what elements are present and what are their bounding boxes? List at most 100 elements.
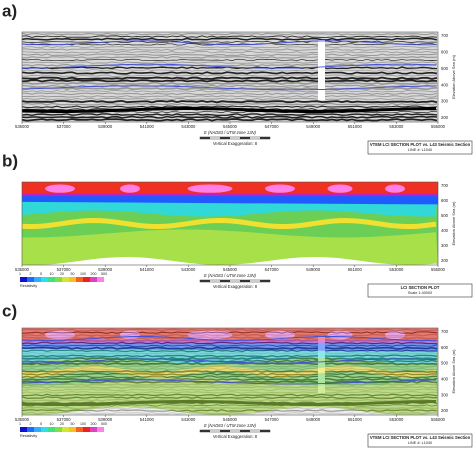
panel-label: b) (2, 151, 18, 170)
reflector (21, 396, 437, 400)
colorbar-cell (69, 427, 76, 432)
horizon-line (21, 379, 437, 385)
reflector (21, 346, 438, 350)
reflector (21, 349, 438, 353)
reflector (21, 411, 438, 415)
reflector (21, 333, 438, 337)
colorbar-cell (83, 427, 90, 432)
data-gap (318, 336, 325, 393)
colorbar-title: Resistivity (20, 284, 37, 288)
reflector (21, 105, 438, 109)
reflector (21, 48, 438, 51)
y-tick-label: 200 (441, 408, 449, 413)
colorbar-tick-label: 2 (30, 422, 32, 426)
resistive-body (385, 330, 405, 340)
colorbar-tick-label: 200 (91, 422, 97, 426)
y-tick-label: 600 (441, 198, 449, 203)
reflector (21, 58, 438, 62)
reflector (21, 372, 438, 376)
scale-note: Vertical Exaggeration: 8 (213, 284, 258, 289)
horizon-line (21, 85, 437, 91)
x-tick-label: 549000 (306, 124, 321, 129)
x-tick-label: 551000 (348, 267, 363, 272)
reflector (21, 354, 438, 358)
x-tick-label: 535000 (15, 124, 30, 129)
x-tick-label: 551000 (348, 417, 363, 422)
colorbar-cell (97, 427, 104, 432)
colorbar-tick-label: 5 (40, 272, 42, 276)
resistive-body (265, 330, 295, 340)
strong-reflector (21, 400, 436, 406)
reflector (21, 344, 438, 347)
reflector (21, 398, 438, 402)
x-tick-label: 545000 (223, 124, 238, 129)
colorbar-cell (55, 427, 62, 432)
colorbar-tick-label: 200 (91, 272, 97, 276)
reflector (21, 113, 438, 117)
reflector (21, 76, 438, 80)
x-tick-label: 555000 (431, 267, 446, 272)
data-gap (318, 40, 325, 100)
reflector (21, 97, 438, 101)
colorbar-cell (20, 277, 27, 282)
y-axis-label: Elevation Above Sea (m) (451, 54, 456, 99)
y-tick-label: 200 (441, 115, 449, 120)
panel-subtitle: LINE #: L1040 (408, 148, 432, 152)
reflector (21, 331, 438, 334)
horizon-line (21, 40, 437, 46)
scale-bar-segment (240, 280, 250, 282)
x-tick-label: 537000 (57, 267, 72, 272)
reflector (21, 341, 438, 345)
panel-subtitle: LINE #: L1040 (408, 441, 432, 445)
reflector (21, 385, 438, 389)
resistive-body (187, 184, 233, 193)
x-tick-label: 553000 (389, 417, 404, 422)
scale-bar-segment (220, 137, 230, 139)
scale-bar-segment (240, 137, 250, 139)
reflector (21, 79, 438, 83)
y-tick-label: 600 (441, 50, 449, 55)
reflector (21, 89, 438, 93)
panel-label: a) (2, 1, 17, 20)
no-data (22, 257, 438, 265)
x-tick-label: 541000 (140, 417, 155, 422)
strong-reflector (21, 107, 436, 113)
reflector (22, 383, 438, 387)
colorbar-cell (41, 427, 48, 432)
scale-note: Vertical Exaggeration: 8 (213, 141, 258, 146)
seismic-section (21, 32, 438, 122)
x-tick-label: 545000 (223, 267, 238, 272)
colorbar-tick-label: 1 (19, 272, 21, 276)
resistive-body (265, 184, 295, 193)
y-tick-label: 200 (441, 258, 449, 263)
colorbar-tick-label: 10 (50, 272, 54, 276)
reflector (21, 118, 438, 122)
colorbar-cell (48, 427, 55, 432)
horizon-line (21, 335, 437, 341)
reflector (21, 32, 438, 36)
reflector (21, 364, 438, 368)
reflector (21, 406, 437, 410)
reflector (21, 102, 438, 106)
scale-note: Vertical Exaggeration: 8 (213, 434, 258, 439)
reflector (21, 81, 438, 86)
reflector (21, 356, 438, 361)
x-tick-label: 539000 (98, 124, 113, 129)
title-box (367, 283, 473, 298)
reflector (21, 388, 438, 392)
x-tick-label: 537000 (57, 417, 72, 422)
colorbar-cell (34, 427, 41, 432)
colorbar-cell (27, 277, 34, 282)
x-tick-label: 547000 (265, 124, 280, 129)
panel-title: LCI SECTION PLOT (401, 285, 440, 290)
colorbar-cell (90, 277, 97, 282)
reflector (21, 71, 438, 75)
y-tick-label: 400 (441, 228, 449, 233)
colorbar-cell (34, 277, 41, 282)
reflector (21, 43, 438, 46)
colorbar-tick-label: 20 (60, 272, 64, 276)
horizon-line (22, 63, 437, 69)
scale-bar-segment (200, 280, 210, 282)
reflector (21, 377, 438, 381)
reflector (21, 37, 438, 41)
